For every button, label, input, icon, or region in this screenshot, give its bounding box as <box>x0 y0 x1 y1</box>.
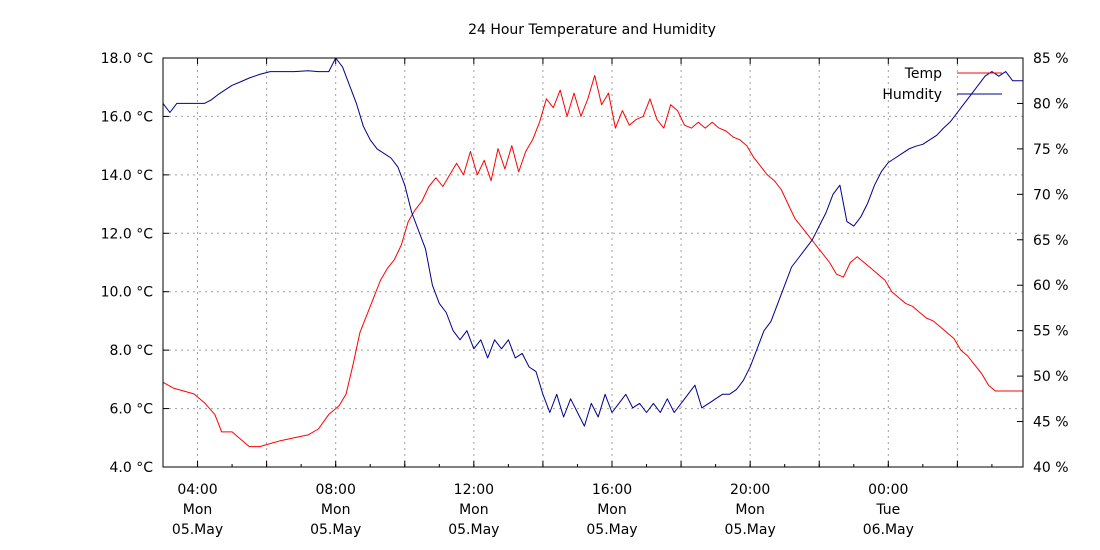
y-right-tick-label: 50 % <box>1033 369 1069 385</box>
legend-label: Humdity <box>882 87 942 103</box>
x-axis-labels: 04:00 Mon 05.May 08:00 Mon 05.May 12:00 Mon 05.M… <box>172 482 914 538</box>
series-line-humdity <box>162 57 1023 427</box>
x-tick-day: Mon <box>183 502 213 518</box>
x-tick-time: 16:00 <box>592 482 632 498</box>
x-tick-date: 05.May <box>586 522 637 538</box>
x-tick-label-group: 04:00 Mon 05.May <box>172 482 223 538</box>
grid-lines <box>163 58 1023 467</box>
y-right-tick-label: 45 % <box>1033 415 1069 431</box>
x-tick-time: 20:00 <box>730 482 770 498</box>
legend-label: Temp <box>904 66 942 82</box>
x-tick-day: Mon <box>321 502 351 518</box>
x-tick-time: 04:00 <box>177 482 217 498</box>
chart-title: 24 Hour Temperature and Humidity <box>468 22 716 38</box>
x-tick-label-group: 16:00 Mon 05.May <box>586 482 637 538</box>
y-axis-left-labels: 4.0 °C 6.0 °C 8.0 °C 10.0 °C 12.0 °C 14.0 °C 1… <box>101 51 154 476</box>
y-left-tick-label: 10.0 °C <box>101 285 154 301</box>
y-left-tick-label: 6.0 °C <box>110 402 154 418</box>
x-tick-date: 05.May <box>310 522 361 538</box>
y-left-tick-label: 4.0 °C <box>110 460 154 476</box>
x-tick-label-group: 08:00 Mon 05.May <box>310 482 361 538</box>
y-left-tick-label: 16.0 °C <box>101 109 154 125</box>
x-tick-date: 05.May <box>448 522 499 538</box>
x-tick-day: Mon <box>735 502 765 518</box>
x-tick-time: 08:00 <box>316 482 356 498</box>
y-left-tick-label: 8.0 °C <box>110 343 154 359</box>
x-tick-label-group: 00:00 Tue 06.May <box>863 482 914 538</box>
y-right-tick-label: 70 % <box>1033 187 1069 203</box>
y-left-tick-label: 18.0 °C <box>101 51 154 67</box>
legend: Temp Humdity <box>882 66 1002 103</box>
x-tick-label-group: 20:00 Mon 05.May <box>725 482 776 538</box>
y-axis-right-labels: 40 % 45 % 50 % 55 % 60 % 65 % 70 % 75 % 80 % 85 % <box>1033 51 1069 476</box>
series-line-temp <box>162 75 1023 448</box>
y-right-tick-label: 60 % <box>1033 278 1069 294</box>
y-right-tick-label: 75 % <box>1033 142 1069 158</box>
y-left-tick-label: 12.0 °C <box>101 226 154 242</box>
x-tick-date: 06.May <box>863 522 914 538</box>
y-right-tick-label: 85 % <box>1033 51 1069 67</box>
y-right-tick-label: 55 % <box>1033 324 1069 340</box>
x-tick-time: 12:00 <box>454 482 494 498</box>
y-right-tick-label: 65 % <box>1033 233 1069 249</box>
x-tick-date: 05.May <box>725 522 776 538</box>
series-lines <box>162 57 1023 448</box>
x-tick-day: Tue <box>875 502 900 518</box>
x-tick-day: Mon <box>597 502 627 518</box>
y-left-tick-label: 14.0 °C <box>101 168 154 184</box>
x-tick-date: 05.May <box>172 522 223 538</box>
x-tick-time: 00:00 <box>868 482 908 498</box>
y-right-tick-label: 40 % <box>1033 460 1069 476</box>
y-right-tick-label: 80 % <box>1033 96 1069 112</box>
x-tick-label-group: 12:00 Mon 05.May <box>448 482 499 538</box>
x-tick-day: Mon <box>459 502 489 518</box>
plot-frame <box>162 57 1024 468</box>
